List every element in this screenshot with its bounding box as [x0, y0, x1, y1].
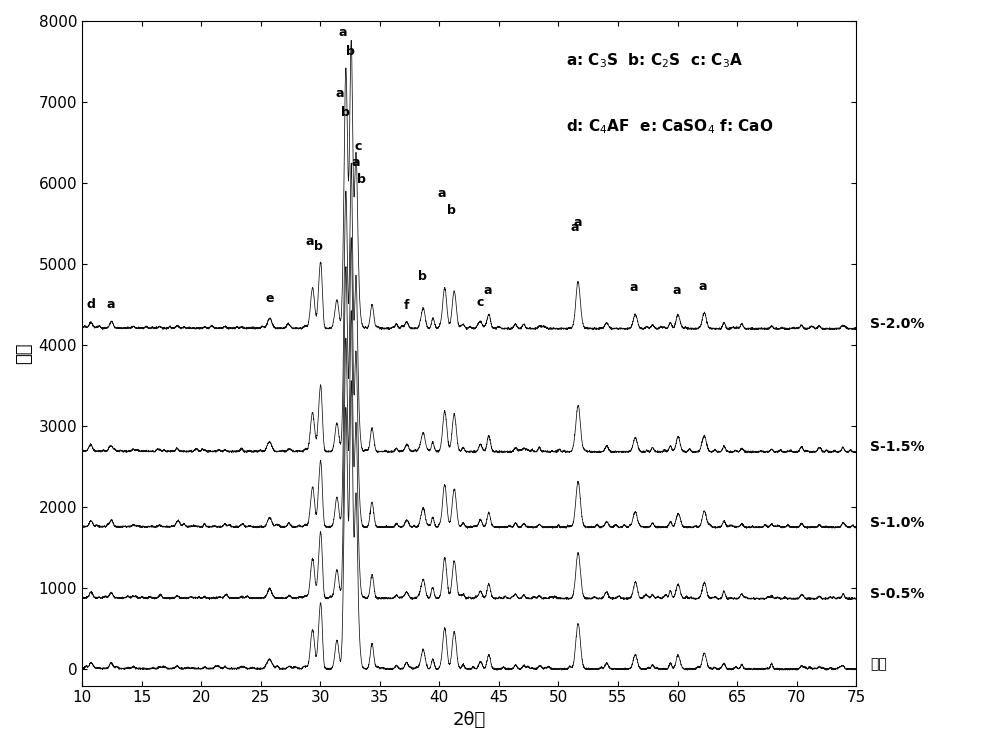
Text: e: e [265, 292, 274, 305]
Text: a: a [573, 216, 582, 228]
Text: f: f [404, 298, 409, 312]
Text: b: b [341, 106, 350, 119]
Text: d: C$_4$AF  e: CaSO$_4$ f: CaO: d: C$_4$AF e: CaSO$_4$ f: CaO [566, 118, 773, 136]
Text: b: b [447, 204, 456, 217]
Text: S-0.5%: S-0.5% [870, 587, 925, 601]
Text: S-1.5%: S-1.5% [870, 440, 925, 455]
Text: b: b [357, 173, 366, 186]
Text: 参比: 参比 [870, 658, 887, 672]
Text: c: c [355, 140, 362, 153]
Text: a: a [335, 88, 344, 100]
Text: d: d [87, 298, 95, 311]
Text: a: a [305, 235, 314, 248]
Text: a: a [629, 281, 638, 295]
Y-axis label: 强度: 强度 [15, 342, 33, 364]
Text: a: a [571, 221, 579, 234]
Text: a: a [484, 284, 492, 297]
Text: a: a [698, 280, 707, 293]
Text: b: b [346, 45, 354, 58]
Text: b: b [418, 270, 427, 283]
Text: c: c [476, 296, 484, 309]
Text: b: b [314, 240, 323, 253]
X-axis label: 2θ角: 2θ角 [452, 711, 486, 729]
Text: S-2.0%: S-2.0% [870, 317, 925, 331]
Text: a: a [352, 155, 360, 168]
Text: S-1.0%: S-1.0% [870, 516, 925, 530]
Text: a: a [339, 26, 347, 39]
Text: a: a [437, 187, 446, 200]
Text: a: a [672, 284, 681, 297]
Text: a: C$_3$S  b: C$_2$S  c: C$_3$A: a: C$_3$S b: C$_2$S c: C$_3$A [566, 51, 743, 70]
Text: a: a [107, 298, 115, 311]
